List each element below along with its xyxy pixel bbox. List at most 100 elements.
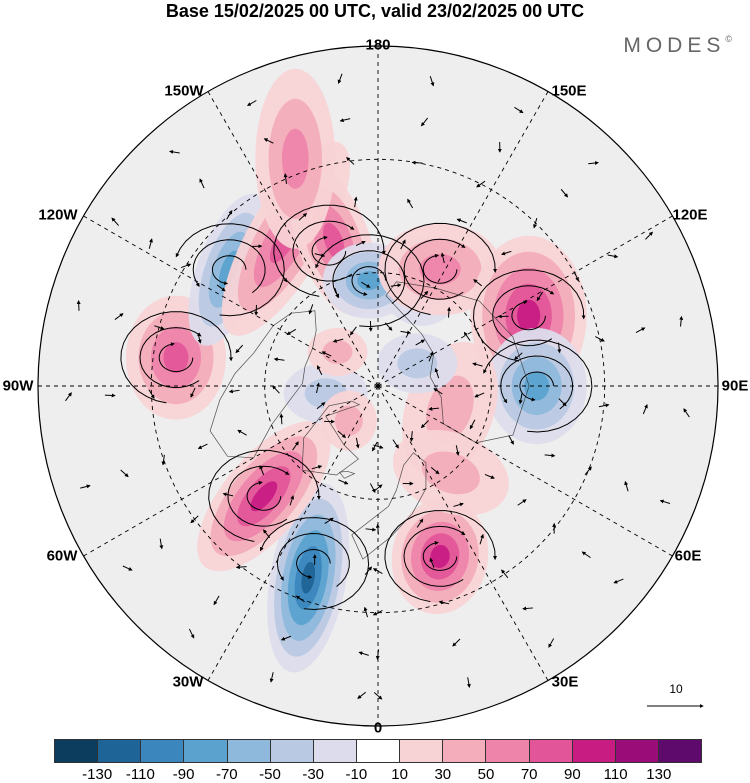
wind-arrow [573,271,579,282]
wind-arrow [434,367,440,379]
wind-arrow [415,339,426,346]
colorbar-tick-label: -10 [345,766,368,783]
wind-arrow [456,218,467,224]
streamline [384,222,498,316]
coastline [385,281,530,444]
wind-arrow [479,533,484,545]
wind-arrow [372,441,378,452]
wind-arrow [237,429,247,436]
wind-arrow [358,651,369,656]
streamline [500,355,573,410]
streamline [311,235,347,266]
wind-arrow [469,419,476,430]
wind-arrow [273,357,285,362]
wind-arrow [420,290,429,300]
colorbar-swatch [529,740,573,762]
wind-arrow [363,606,368,618]
wind-arrow [65,392,72,402]
wind-arrow [148,389,155,399]
wind-arrow [624,480,629,492]
colorbar-swatch [141,740,185,762]
wind-arrow [433,388,443,395]
anomaly-cell [307,328,368,377]
wind-arrow [315,382,320,394]
wind-arrow [332,338,344,343]
colorbar-swatch [486,740,530,762]
wind-arrow [280,635,292,641]
wind-arrow [111,217,119,226]
streamline [276,532,350,587]
anomaly-contour [430,544,450,568]
wind-arrow [308,304,314,315]
wind-arrow [324,517,334,525]
anomaly-contour [524,371,550,401]
wind-arrow [421,117,429,127]
streamlines [65,73,690,700]
colorbar-tick-label: -50 [259,766,281,783]
colorbar-swatch [400,740,444,762]
wind-arrow [375,523,380,535]
wind-arrow [514,106,524,114]
wind-arrow [595,336,605,342]
wind-arrow [199,178,205,189]
wind-arrow [280,273,288,283]
longitude-line [83,215,379,387]
wind-arrow [513,352,523,360]
wind-arrow [213,595,220,606]
wind-arrow [429,557,435,568]
wind-arrow [190,515,199,524]
colorbar-swatch [356,740,401,762]
anomaly-contour [281,128,309,189]
wind-arrow [369,483,376,494]
streamline [332,250,406,304]
anomaly-contour [357,271,381,291]
wind-arrow [428,351,434,362]
lon-label-60w: 60W [46,547,78,565]
anomaly-cell [255,68,336,249]
anomaly-contour [163,342,189,374]
streamline [483,339,593,433]
wind-arrow [501,569,509,579]
wind-arrow [365,527,377,532]
wind-arrow [558,398,567,407]
colorbar-swatch [227,740,271,762]
wind-arrow [420,420,429,429]
wind-arrow [197,443,208,449]
streamline [511,300,546,331]
lon-label-30e: 30E [551,673,579,691]
wind-arrow [364,566,373,575]
wind-arrow [314,253,326,258]
wind-arrow [148,238,153,249]
colorbar-swatch [184,740,228,762]
wind-arrow [246,100,257,106]
colorbar-tick-label: 50 [477,766,495,783]
wind-arrow [190,387,196,398]
lon-label-0: 0 [373,719,383,737]
wind-arrow [642,404,648,415]
wind-arrow [453,502,464,507]
streamline [246,480,282,511]
wind-arrow [235,344,244,354]
brand-name: MODES [623,34,726,57]
streamline [120,311,233,404]
wind-arrow [407,198,414,209]
lon-label-120w: 120W [38,206,78,224]
streamline [260,517,370,611]
wind-arrow [263,138,274,144]
lon-label-150e: 150E [551,82,587,100]
wind-arrow [560,188,569,198]
wind-arrow [581,551,591,559]
wind-arrow [122,565,133,571]
wind-arrow [316,402,326,410]
streamline [139,327,202,389]
wind-arrow [338,479,349,485]
wind-arrow [428,406,440,411]
wind-arrow [683,408,690,418]
colorbar-tick-label: 70 [520,766,538,783]
streamline [211,255,247,286]
map-disc-border [37,45,719,727]
wind-arrow [588,160,599,165]
colorbar-tick-label: 90 [564,766,581,783]
lon-label-180: 180 [365,36,391,54]
colorbar-swatch [270,740,314,762]
